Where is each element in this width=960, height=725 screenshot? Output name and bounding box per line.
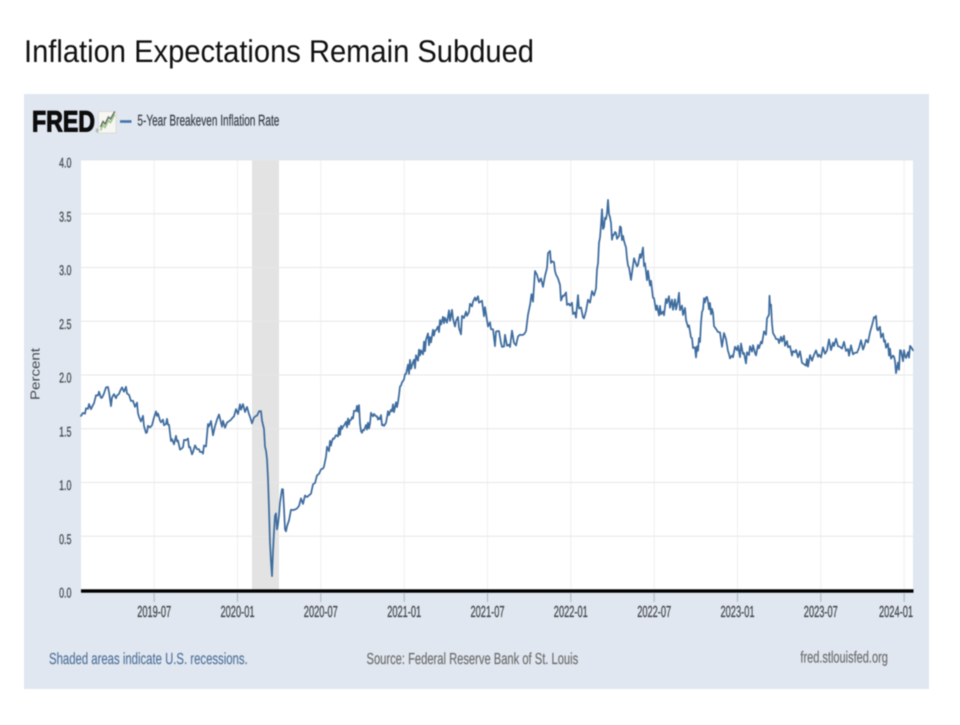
svg-text:1.5: 1.5: [59, 423, 72, 439]
svg-text:Inflation Expectations Remain: Inflation Expectations Remain Subdued: [24, 33, 534, 69]
svg-text:3.0: 3.0: [59, 262, 72, 278]
svg-text:5-Year Breakeven Inflation Rat: 5-Year Breakeven Inflation Rate: [137, 112, 279, 129]
svg-text:2019-07: 2019-07: [137, 604, 171, 621]
svg-text:2024-01: 2024-01: [879, 604, 913, 621]
svg-text:fred.stlouisfed.org: fred.stlouisfed.org: [800, 650, 888, 667]
svg-text:2022-07: 2022-07: [637, 604, 671, 621]
svg-text:FRED: FRED: [32, 106, 95, 139]
svg-text:3.5: 3.5: [59, 208, 72, 224]
svg-text:1.0: 1.0: [59, 477, 72, 493]
svg-text:2020-01: 2020-01: [221, 604, 255, 621]
svg-text:2021-07: 2021-07: [471, 604, 505, 621]
svg-text:2021-01: 2021-01: [387, 604, 421, 621]
svg-text:®: ®: [96, 129, 100, 135]
svg-text:4.0: 4.0: [59, 155, 72, 171]
svg-text:2020-07: 2020-07: [304, 604, 338, 621]
svg-text:Shaded areas indicate U.S. rec: Shaded areas indicate U.S. recessions.: [49, 651, 248, 668]
svg-text:2.5: 2.5: [59, 316, 72, 332]
svg-text:2.0: 2.0: [59, 370, 72, 386]
svg-text:0.0: 0.0: [59, 585, 72, 601]
svg-text:Percent: Percent: [28, 348, 43, 400]
svg-text:2023-07: 2023-07: [804, 604, 838, 621]
svg-text:Source: Federal Reserve Bank o: Source: Federal Reserve Bank of St. Loui…: [367, 651, 579, 668]
svg-text:2022-01: 2022-01: [554, 604, 588, 621]
svg-text:0.5: 0.5: [59, 531, 72, 547]
svg-text:2023-01: 2023-01: [721, 604, 755, 621]
